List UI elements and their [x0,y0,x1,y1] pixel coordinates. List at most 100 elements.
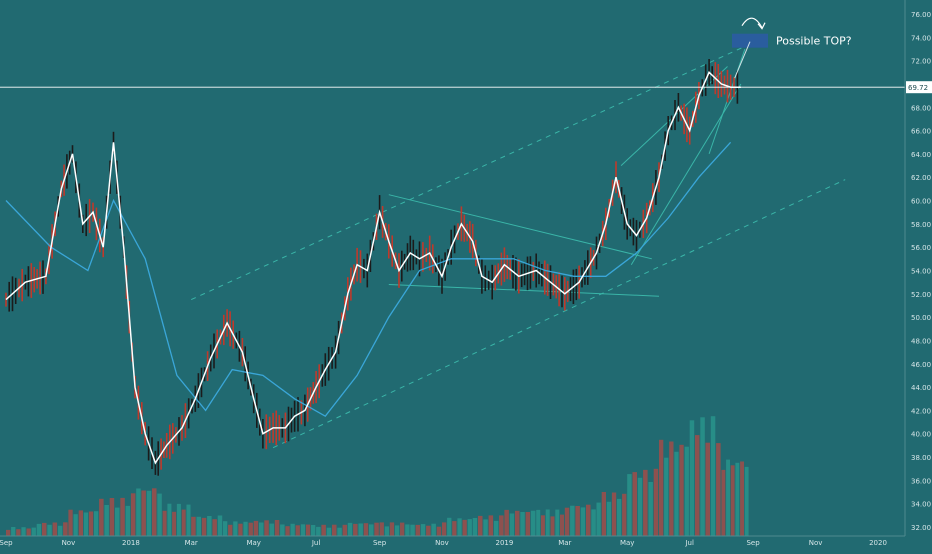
volume-bar [125,505,131,536]
volume-bar [201,517,207,536]
volume-bar [141,490,146,536]
y-tick-label: 76.00 [911,11,931,19]
volume-bar [545,509,550,536]
x-tick-label: Sep [0,539,13,547]
volume-bar [300,524,306,536]
volume-bar [622,493,627,536]
x-axis-ticks: Sep Nov 2018 Mar May Jul Sep Nov 2019 Mar May Jul Se… [0,539,887,547]
volume-bar [740,461,744,536]
volume-bar [68,509,73,536]
volume-bar [575,506,580,536]
y-tick-label: 74.00 [911,34,931,42]
volume-bar [238,523,243,536]
volume-bar [342,524,348,536]
volume-bar [295,525,300,536]
price-line [5,71,741,465]
volume-bar [716,443,721,536]
x-tick-label: Nov [435,539,449,547]
y-tick-label: 68.00 [911,104,931,112]
trend-line [388,284,660,297]
volume-bar [555,509,560,536]
volume-bar [167,503,172,536]
volume-bar [52,522,58,536]
y-tick-label: 54.00 [911,268,931,276]
volume-bar [632,472,637,536]
x-tick-label: Nov [62,539,76,547]
volume-bar [83,512,89,536]
volume-bar [16,529,21,536]
volume-bar [499,515,504,536]
volume-bar [627,474,632,536]
volume-bar [695,435,700,536]
volume-bar [586,504,591,536]
volume-bar [316,526,321,536]
y-tick-label: 72.00 [911,58,931,66]
y-tick-label: 52.00 [911,291,931,299]
last-price-label: 69.72 [908,84,928,92]
volume-bar [130,493,136,536]
y-tick-label: 32.00 [911,524,931,532]
volume-bar [243,521,248,536]
volume-bar [186,504,191,536]
volume-bar [726,459,730,536]
volume-bar [228,524,233,536]
volume-bar [596,502,601,536]
volume-bar [253,520,259,536]
x-tick-label: Mar [558,539,571,547]
x-tick-label: Nov [809,539,823,547]
volume-bar [217,515,223,536]
x-tick-label: May [620,539,634,547]
volume-bar [394,525,400,536]
volume-bar [488,515,494,536]
volume-bar [478,515,483,536]
volume-bar [580,507,586,536]
volume-bar [648,482,653,536]
y-tick-label: 46.00 [911,361,931,369]
volume-bar [540,515,545,536]
volume-bar [653,468,659,536]
volume-bar [363,523,369,536]
volume-bar [248,522,253,536]
x-tick-label: 2020 [869,539,887,547]
y-tick-label: 64.00 [911,151,931,159]
volume-bar [530,510,536,536]
volume-bar [47,524,52,536]
x-tick-label: Sep [373,539,387,547]
volume-bar [710,416,716,536]
x-tick-label: Sep [746,539,760,547]
volume-bar [452,521,457,536]
moving-average-line [5,141,732,418]
volume-bar [353,523,358,536]
volume-bar [259,522,264,536]
volume-bar [431,523,436,536]
volume-bar [637,477,643,536]
volume-bar [379,522,384,536]
volume-bar [560,514,564,536]
volume-bar [109,498,115,536]
arrow-head-icon [757,22,766,30]
annotation-label: Possible TOP? [776,35,852,48]
volume-bar [705,442,710,536]
annotation-arrow [734,41,751,79]
last-price-tag [906,81,932,94]
volume-bar [410,524,415,536]
volume-bar [290,523,295,536]
volume-bar [136,488,141,536]
volume-bar [332,524,337,536]
volume-bar [591,509,596,536]
volume-bar [570,505,575,536]
volume-bar [493,520,499,536]
volume-bar [384,526,389,536]
volume-bar [115,507,120,536]
volume-bar [679,444,684,536]
volume-bar [659,439,664,536]
volume-bars [6,416,749,536]
volume-bar [73,514,78,536]
volume-bar [643,469,648,536]
y-tick-label: 38.00 [911,454,931,462]
volume-bar [337,527,342,536]
volume-bar [606,501,612,536]
volume-bar [669,441,674,536]
volume-bar [374,522,379,536]
